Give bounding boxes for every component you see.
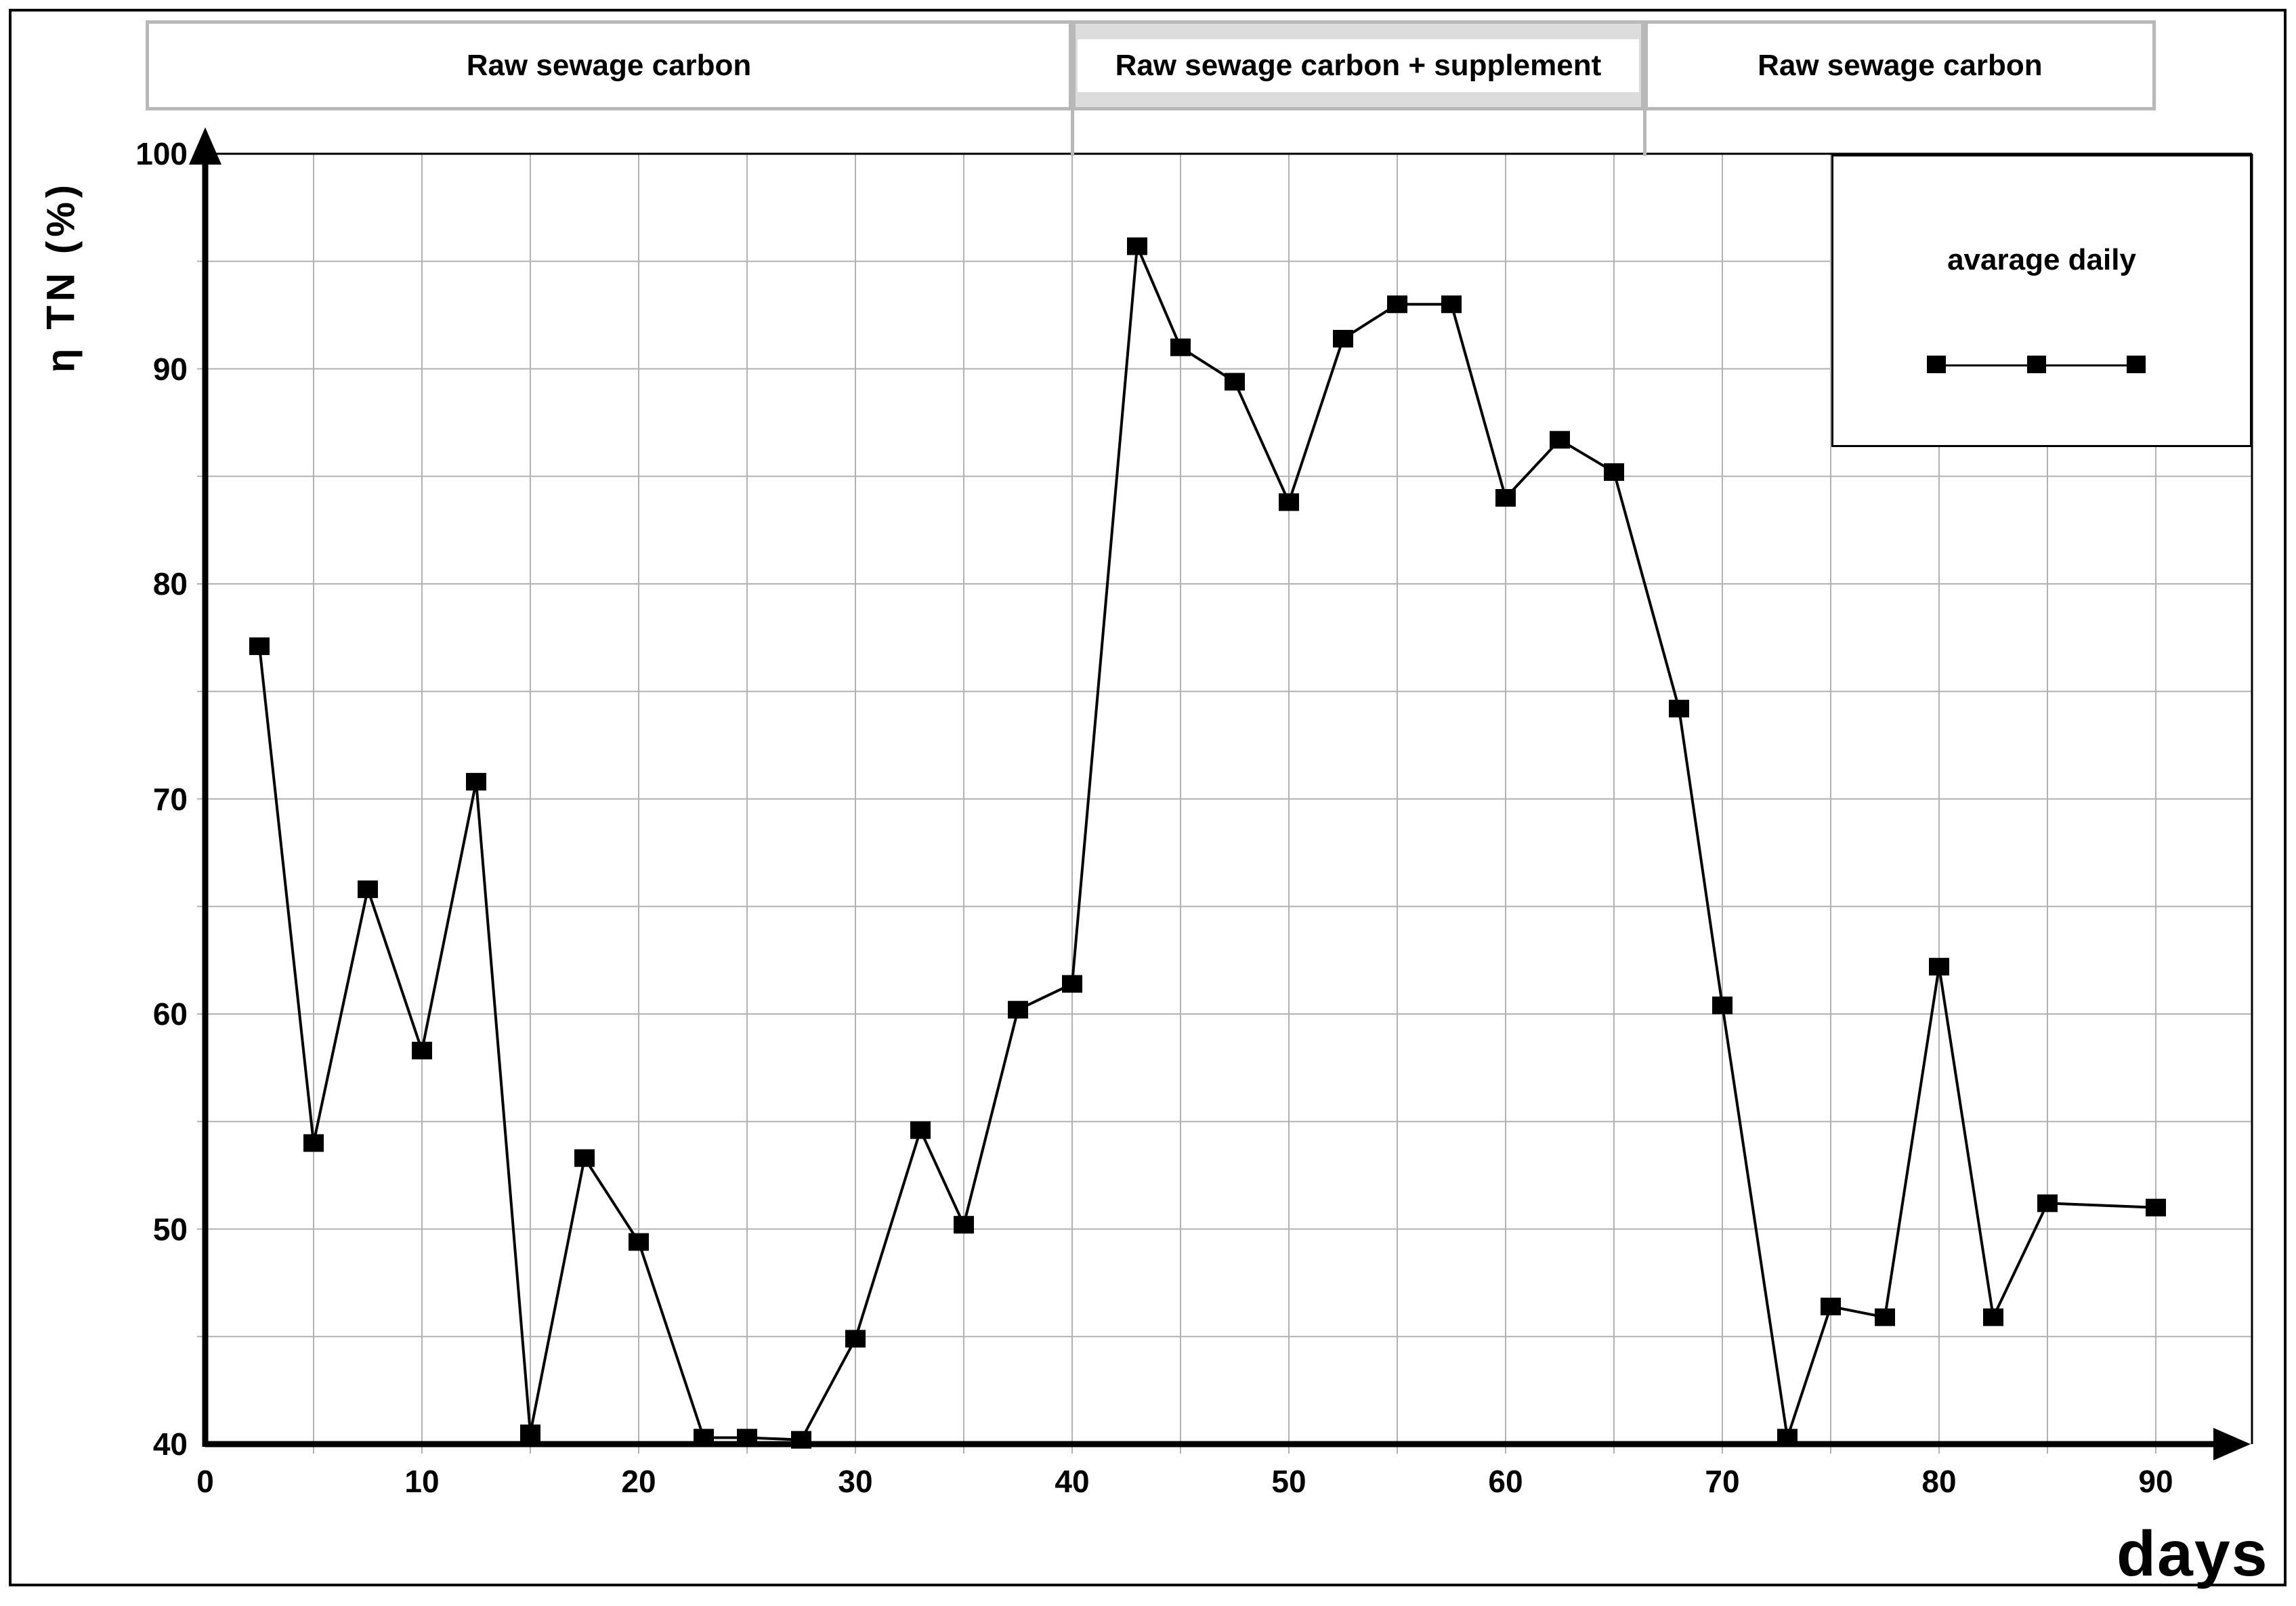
legend-series-label: avarage daily <box>1947 243 2136 276</box>
x-tick-label: 40 <box>1055 1464 1090 1499</box>
phase-band-2: Raw sewage carbon + supplement <box>1072 20 1644 110</box>
data-point-marker <box>845 1330 866 1348</box>
data-point-marker <box>1170 338 1191 356</box>
data-point-marker <box>1712 996 1732 1015</box>
x-tick-label: 30 <box>838 1464 873 1499</box>
data-point-marker <box>2146 1198 2166 1217</box>
data-point-marker <box>1225 373 1245 391</box>
data-point-marker <box>791 1431 811 1449</box>
data-point-marker <box>1550 431 1570 449</box>
data-point-marker <box>574 1149 595 1167</box>
x-tick-label: 50 <box>1271 1464 1306 1499</box>
data-point-marker <box>520 1424 540 1443</box>
data-point-marker <box>1983 1308 2003 1326</box>
phase-boundary-line <box>1642 108 1646 156</box>
data-point-marker <box>1777 1429 1798 1447</box>
legend-box: avarage daily <box>1831 154 2252 447</box>
data-point-marker <box>1062 975 1082 993</box>
data-point-marker <box>1495 489 1516 507</box>
data-point-marker <box>1929 958 1949 976</box>
data-point-marker <box>412 1041 432 1059</box>
x-tick-label: 90 <box>2138 1464 2173 1499</box>
data-point-marker <box>1875 1308 1895 1326</box>
data-point-marker <box>694 1429 714 1447</box>
data-point-marker <box>1127 237 1147 255</box>
data-point-marker <box>737 1429 757 1447</box>
y-tick-label: 40 <box>152 1427 188 1462</box>
data-point-marker <box>1441 295 1462 314</box>
x-tick-label: 60 <box>1488 1464 1523 1499</box>
legend-marker-square <box>2127 356 2146 373</box>
phase-band-label: Raw sewage carbon <box>1758 48 2043 82</box>
data-point-marker <box>249 637 270 656</box>
phase-band-label: Raw sewage carbon + supplement <box>1115 48 1602 82</box>
x-tick-label: 10 <box>404 1464 440 1499</box>
y-tick-label: 60 <box>152 996 188 1032</box>
data-point-marker <box>2037 1194 2058 1212</box>
data-point-marker <box>1604 463 1624 481</box>
data-point-marker <box>1008 1000 1028 1019</box>
data-point-marker <box>954 1216 974 1234</box>
data-point-marker <box>466 773 486 791</box>
x-axis-arrowhead <box>2213 1428 2251 1460</box>
data-point-marker <box>1279 493 1299 511</box>
data-point-marker <box>910 1121 931 1139</box>
phase-band-1: Raw sewage carbon <box>146 20 1072 110</box>
y-tick-label: 100 <box>135 136 188 171</box>
legend-marker-square <box>1927 356 1946 373</box>
y-tick-label: 80 <box>152 566 188 601</box>
figure-frame <box>9 9 2287 1586</box>
data-point-marker <box>1333 330 1353 348</box>
legend-marker-square <box>2027 356 2046 373</box>
phase-boundary-line <box>1071 108 1074 156</box>
data-point-marker <box>1669 700 1689 718</box>
data-point-marker <box>358 880 378 898</box>
y-tick-label: 70 <box>152 781 188 817</box>
data-point-marker <box>1821 1297 1841 1315</box>
x-tick-label: 0 <box>196 1464 214 1499</box>
x-tick-label: 70 <box>1705 1464 1740 1499</box>
y-axis-arrowhead <box>189 127 221 165</box>
y-tick-label: 50 <box>152 1211 188 1247</box>
x-tick-label: 80 <box>1921 1464 1957 1499</box>
x-axis-title: days <box>2117 1518 2269 1590</box>
data-point-marker <box>629 1233 649 1251</box>
x-tick-label: 20 <box>621 1464 656 1499</box>
y-tick-label: 90 <box>152 351 188 387</box>
y-axis-title: η TN (%) <box>39 180 83 373</box>
data-point-marker <box>1387 295 1407 314</box>
data-point-marker <box>303 1134 324 1152</box>
phase-band-label: Raw sewage carbon <box>466 48 752 82</box>
phase-band-3: Raw sewage carbon <box>1644 20 2156 110</box>
